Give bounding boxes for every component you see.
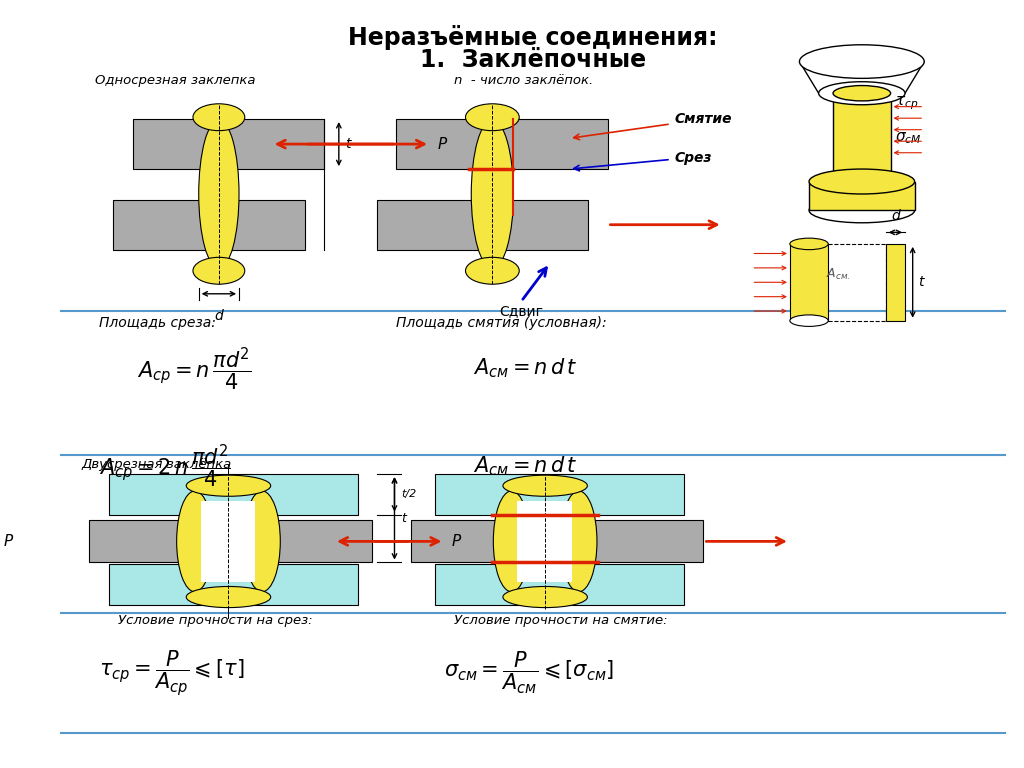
Text: $\sigma_{cM}$: $\sigma_{cM}$ <box>895 131 922 146</box>
Text: Площадь среза:: Площадь среза: <box>99 316 216 329</box>
Text: $A_{cp} = n\,\dfrac{\pi d^2}{4}$: $A_{cp} = n\,\dfrac{\pi d^2}{4}$ <box>137 345 252 392</box>
Ellipse shape <box>177 491 213 592</box>
FancyBboxPatch shape <box>517 501 572 581</box>
Text: t: t <box>401 511 407 525</box>
Text: Условие прочности на смятие:: Условие прочности на смятие: <box>454 614 668 627</box>
Polygon shape <box>809 181 914 210</box>
Text: 1.  Заклёпочные: 1. Заклёпочные <box>420 48 646 71</box>
Text: t: t <box>919 275 924 290</box>
Ellipse shape <box>244 491 281 592</box>
Polygon shape <box>800 61 925 93</box>
Ellipse shape <box>186 475 270 496</box>
Text: Односрезная заклепка: Односрезная заклепка <box>95 74 256 88</box>
FancyBboxPatch shape <box>89 520 373 562</box>
Ellipse shape <box>494 491 529 592</box>
Text: d: d <box>891 209 900 223</box>
Ellipse shape <box>560 491 597 592</box>
Text: P: P <box>437 137 446 151</box>
FancyBboxPatch shape <box>201 501 255 581</box>
Ellipse shape <box>790 315 828 326</box>
Ellipse shape <box>800 45 925 78</box>
FancyBboxPatch shape <box>435 564 684 604</box>
Text: t: t <box>345 137 351 151</box>
Text: P: P <box>3 534 12 549</box>
Ellipse shape <box>818 81 905 104</box>
Ellipse shape <box>193 104 245 131</box>
Ellipse shape <box>466 257 519 284</box>
Ellipse shape <box>471 120 513 268</box>
FancyBboxPatch shape <box>411 520 703 562</box>
Text: $\tau_{cp} = \dfrac{P}{A_{cp}} \leqslant [\tau]$: $\tau_{cp} = \dfrac{P}{A_{cp}} \leqslant… <box>99 648 245 697</box>
Text: $A_{cм} = n\,d\,t$: $A_{cм} = n\,d\,t$ <box>473 455 578 478</box>
Text: Сдвиг: Сдвиг <box>499 304 543 318</box>
Text: $\tau_{cp}$: $\tau_{cp}$ <box>895 94 919 111</box>
FancyBboxPatch shape <box>109 474 358 515</box>
Text: $\sigma_{cм} = \dfrac{P}{A_{cм}} \leqslant [\sigma_{cм}]$: $\sigma_{cм} = \dfrac{P}{A_{cм}} \leqsla… <box>444 650 614 696</box>
Ellipse shape <box>809 169 914 194</box>
Polygon shape <box>886 244 905 321</box>
Ellipse shape <box>834 174 891 189</box>
Polygon shape <box>790 244 828 321</box>
Text: Срез: Срез <box>675 151 713 164</box>
FancyBboxPatch shape <box>109 564 358 604</box>
Ellipse shape <box>503 475 588 496</box>
Ellipse shape <box>186 587 270 607</box>
FancyBboxPatch shape <box>435 474 684 515</box>
Ellipse shape <box>466 104 519 131</box>
Ellipse shape <box>790 238 828 250</box>
Text: Площадь смятия (условная):: Площадь смятия (условная): <box>396 316 607 329</box>
Text: $A_{cм.}$: $A_{cм.}$ <box>825 267 850 282</box>
Ellipse shape <box>193 257 245 284</box>
Ellipse shape <box>199 120 239 268</box>
Ellipse shape <box>809 198 914 223</box>
FancyBboxPatch shape <box>377 200 589 250</box>
Text: Двусрезная заклёпка: Двусрезная заклёпка <box>81 458 231 471</box>
FancyBboxPatch shape <box>396 119 607 169</box>
FancyBboxPatch shape <box>132 119 325 169</box>
Text: $A_{cp} = 2\,n\,\dfrac{\pi d^2}{4}$: $A_{cp} = 2\,n\,\dfrac{\pi d^2}{4}$ <box>99 442 230 491</box>
Ellipse shape <box>834 85 891 101</box>
Text: n  - число заклёпок.: n - число заклёпок. <box>454 74 593 88</box>
Text: P: P <box>452 534 461 549</box>
Text: d: d <box>214 310 223 323</box>
Ellipse shape <box>503 587 588 607</box>
Polygon shape <box>834 93 891 181</box>
FancyBboxPatch shape <box>114 200 305 250</box>
Text: Неразъёмные соединения:: Неразъёмные соединения: <box>348 25 718 50</box>
Text: Условие прочности на срез:: Условие прочности на срез: <box>118 614 312 627</box>
Text: Смятие: Смятие <box>675 112 732 126</box>
Text: t/2: t/2 <box>401 489 417 499</box>
Text: $A_{cм} = n\,d\,t$: $A_{cм} = n\,d\,t$ <box>473 357 578 380</box>
